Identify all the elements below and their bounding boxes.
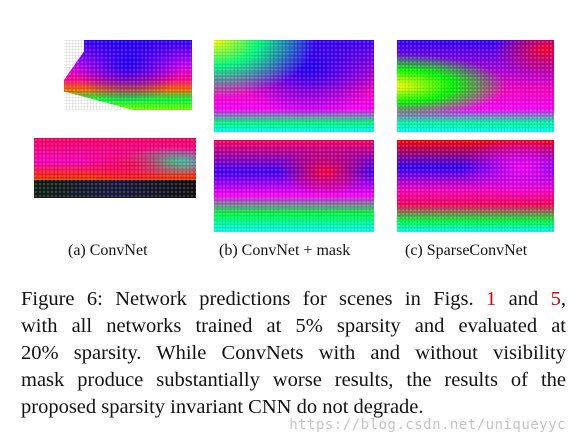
watermark: https://blog.csdn.net/uniqueyyc <box>289 417 566 433</box>
figure-ref-link[interactable]: 5 <box>550 288 561 310</box>
caption-text: Figure 6: Network predictions for scenes… <box>21 288 487 310</box>
convnet-prediction-scene1 <box>64 40 192 110</box>
caption-line-5: proposed sparsity invariant CNN do not d… <box>21 396 424 418</box>
convnet-prediction-scene2 <box>34 138 196 198</box>
subfigure-caption-c: (c) SparseConvNet <box>405 242 528 259</box>
caption-line-2: with all networks trained at 5% sparsity… <box>21 315 566 337</box>
sparseconvnet-prediction-scene2 <box>397 140 554 232</box>
caption-text: , <box>560 288 566 310</box>
caption-text: and <box>496 288 551 310</box>
caption-line-3: 20% sparsity. While ConvNets with and wi… <box>21 342 566 364</box>
figure-ref-link[interactable]: 1 <box>486 288 497 310</box>
caption-line-1: Figure 6: Network predictions for scenes… <box>21 286 566 313</box>
figure-caption: Figure 6: Network predictions for scenes… <box>21 286 566 421</box>
subfigure-caption-b: (b) ConvNet + mask <box>219 242 351 259</box>
invalid-region <box>64 92 192 110</box>
ground-region <box>34 180 196 198</box>
caption-line-4: mask produce substantially worse results… <box>21 369 566 391</box>
convnet-mask-prediction-scene1 <box>214 40 374 132</box>
invalid-region <box>64 40 84 110</box>
sparseconvnet-prediction-scene1 <box>397 40 554 132</box>
convnet-mask-prediction-scene2 <box>214 140 374 232</box>
subfigure-caption-a: (a) ConvNet <box>68 242 148 259</box>
